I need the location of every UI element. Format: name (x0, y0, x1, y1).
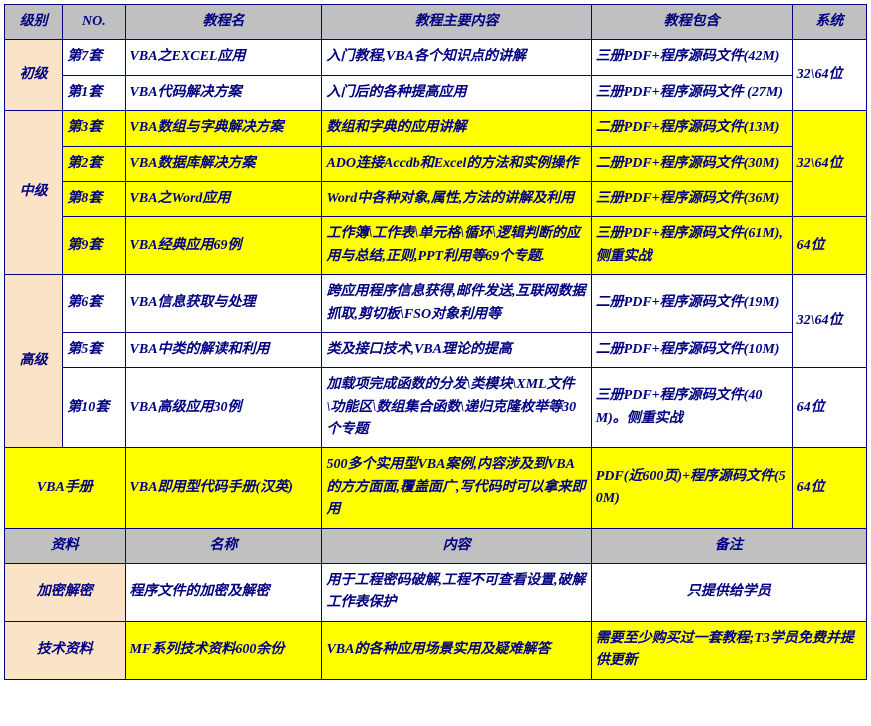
hdr2-name: 名称 (125, 528, 322, 563)
cell-include: 二册PDF+程序源码文件(19M) (591, 275, 792, 333)
cell-no: 第1套 (63, 75, 125, 110)
cell-no: 第5套 (63, 332, 125, 367)
table-row: 第8套 VBA之Word应用 Word中各种对象,属性,方法的讲解及利用 三册P… (5, 181, 867, 216)
table-row: 加密解密 程序文件的加密及解密 用于工程密码破解,工程不可查看设置,破解工作表保… (5, 564, 867, 622)
cell-content: 类及接口技术,VBA理论的提高 (322, 332, 591, 367)
cell-content: 数组和字典的应用讲解 (322, 111, 591, 146)
cell-include: PDF(近600页)+程序源码文件(50M) (591, 448, 792, 528)
res-content: 用于工程密码破解,工程不可查看设置,破解工作表保护 (322, 564, 591, 622)
cell-include: 二册PDF+程序源码文件(13M) (591, 111, 792, 146)
cell-no: 第6套 (63, 275, 125, 333)
cell-content: 工作簿\工作表\单元格\循环\逻辑判断的应用与总结,正则,PPT利用等69个专题… (322, 217, 591, 275)
level-beginner: 初级 (5, 40, 63, 111)
table-row: 第10套 VBA高级应用30例 加载项完成函数的分发\类模块\XML文件\功能区… (5, 368, 867, 448)
cell-include: 三册PDF+程序源码文件(40M)。侧重实战 (591, 368, 792, 448)
table-row: 第9套 VBA经典应用69例 工作簿\工作表\单元格\循环\逻辑判断的应用与总结… (5, 217, 867, 275)
level-advanced: 高级 (5, 275, 63, 448)
cell-no: 第9套 (63, 217, 125, 275)
res-note: 需要至少购买过一套教程;T3学员免费并提供更新 (591, 621, 866, 679)
cell-content: 入门后的各种提高应用 (322, 75, 591, 110)
table-row: 初级 第7套 VBA之EXCEL应用 入门教程,VBA各个知识点的讲解 三册PD… (5, 40, 867, 75)
cell-name: VBA中类的解读和利用 (125, 332, 322, 367)
hdr-include: 教程包含 (591, 5, 792, 40)
cell-include: 二册PDF+程序源码文件(10M) (591, 332, 792, 367)
cell-no: 第2套 (63, 146, 125, 181)
table-row: VBA手册 VBA即用型代码手册(汉英) 500多个实用型VBA案例,内容涉及到… (5, 448, 867, 528)
table-row: 第5套 VBA中类的解读和利用 类及接口技术,VBA理论的提高 二册PDF+程序… (5, 332, 867, 367)
hdr2-cat: 资料 (5, 528, 126, 563)
cell-include: 三册PDF+程序源码文件 (27M) (591, 75, 792, 110)
cell-no: 第8套 (63, 181, 125, 216)
cell-name: VBA经典应用69例 (125, 217, 322, 275)
hdr2-content: 内容 (322, 528, 591, 563)
cell-system: 32\64位 (792, 111, 866, 217)
res-note: 只提供给学员 (591, 564, 866, 622)
cell-include: 二册PDF+程序源码文件(30M) (591, 146, 792, 181)
header-row: 级别 NO. 教程名 教程主要内容 教程包含 系统 (5, 5, 867, 40)
cell-no: 第3套 (63, 111, 125, 146)
table-row: 高级 第6套 VBA信息获取与处理 跨应用程序信息获得,邮件发送,互联网数据抓取… (5, 275, 867, 333)
cell-name: VBA之Word应用 (125, 181, 322, 216)
cell-system: 64位 (792, 448, 866, 528)
hdr-level: 级别 (5, 5, 63, 40)
table-row: 技术资料 MF系列技术资料600余份 VBA的各种应用场景实用及疑难解答 需要至… (5, 621, 867, 679)
level-handbook: VBA手册 (5, 448, 126, 528)
cell-system: 32\64位 (792, 40, 866, 111)
cell-content: ADO连接Accdb和Excel的方法和实例操作 (322, 146, 591, 181)
cell-system: 32\64位 (792, 275, 866, 368)
cell-system: 64位 (792, 217, 866, 275)
res-cat: 技术资料 (5, 621, 126, 679)
table-row: 第2套 VBA数据库解决方案 ADO连接Accdb和Excel的方法和实例操作 … (5, 146, 867, 181)
cell-name: VBA高级应用30例 (125, 368, 322, 448)
cell-content: 入门教程,VBA各个知识点的讲解 (322, 40, 591, 75)
cell-include: 三册PDF+程序源码文件(61M),侧重实战 (591, 217, 792, 275)
cell-include: 三册PDF+程序源码文件(36M) (591, 181, 792, 216)
header-row-2: 资料 名称 内容 备注 (5, 528, 867, 563)
cell-name: VBA信息获取与处理 (125, 275, 322, 333)
cell-content: 500多个实用型VBA案例,内容涉及到VBA的方方面面,覆盖面广,写代码时可以拿… (322, 448, 591, 528)
cell-no: 第10套 (63, 368, 125, 448)
table-row: 中级 第3套 VBA数组与字典解决方案 数组和字典的应用讲解 二册PDF+程序源… (5, 111, 867, 146)
cell-content: 加载项完成函数的分发\类模块\XML文件\功能区\数组集合函数\递归克隆枚举等3… (322, 368, 591, 448)
res-name: MF系列技术资料600余份 (125, 621, 322, 679)
cell-no: 第7套 (63, 40, 125, 75)
hdr-name: 教程名 (125, 5, 322, 40)
cell-system: 64位 (792, 368, 866, 448)
res-cat: 加密解密 (5, 564, 126, 622)
hdr2-note: 备注 (591, 528, 866, 563)
cell-name: VBA代码解决方案 (125, 75, 322, 110)
level-intermediate: 中级 (5, 111, 63, 275)
cell-content: Word中各种对象,属性,方法的讲解及利用 (322, 181, 591, 216)
cell-name: VBA即用型代码手册(汉英) (125, 448, 322, 528)
cell-include: 三册PDF+程序源码文件(42M) (591, 40, 792, 75)
cell-content: 跨应用程序信息获得,邮件发送,互联网数据抓取,剪切板\FSO对象利用等 (322, 275, 591, 333)
hdr-no: NO. (63, 5, 125, 40)
course-table: 级别 NO. 教程名 教程主要内容 教程包含 系统 初级 第7套 VBA之EXC… (4, 4, 867, 680)
cell-name: VBA数组与字典解决方案 (125, 111, 322, 146)
cell-name: VBA数据库解决方案 (125, 146, 322, 181)
res-content: VBA的各种应用场景实用及疑难解答 (322, 621, 591, 679)
cell-name: VBA之EXCEL应用 (125, 40, 322, 75)
hdr-content: 教程主要内容 (322, 5, 591, 40)
res-name: 程序文件的加密及解密 (125, 564, 322, 622)
table-row: 第1套 VBA代码解决方案 入门后的各种提高应用 三册PDF+程序源码文件 (2… (5, 75, 867, 110)
hdr-system: 系统 (792, 5, 866, 40)
